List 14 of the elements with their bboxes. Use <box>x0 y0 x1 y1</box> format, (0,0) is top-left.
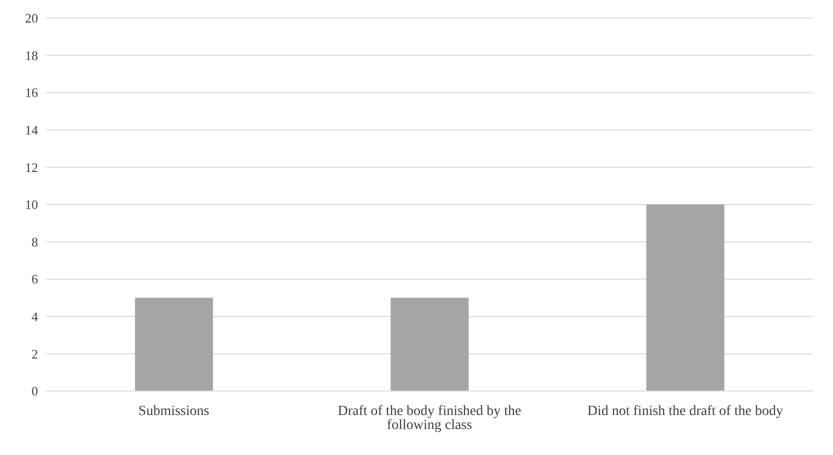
y-tick-label: 12 <box>25 160 38 175</box>
y-tick-label: 2 <box>32 346 38 362</box>
y-tick-label: 14 <box>25 122 38 138</box>
y-tick-label: 4 <box>32 309 38 324</box>
y-tick-label: 0 <box>32 384 38 399</box>
y-tick-label: 20 <box>25 10 38 26</box>
y-tick-label: 18 <box>25 48 38 63</box>
x-tick-label: Did not finish the draft of the body <box>587 404 783 419</box>
y-tick-label: 8 <box>32 234 38 250</box>
x-tick-label: Submissions <box>138 404 210 419</box>
y-tick-label: 6 <box>32 272 38 287</box>
y-tick-label: 10 <box>25 197 38 212</box>
x-tick-label: Draft of the body finished by the following class <box>338 404 522 433</box>
y-tick-label: 16 <box>25 85 38 100</box>
